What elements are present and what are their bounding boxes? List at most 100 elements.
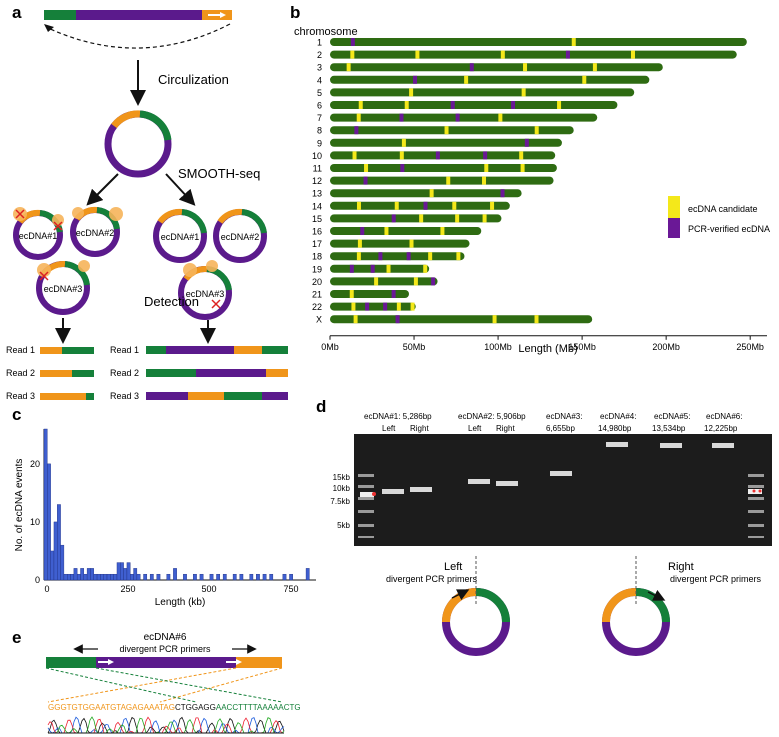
sequence-text: GGGTGTGGAATGTAGAGAAATAGCTGGAGGAACCTTTTAA… [48,703,301,712]
chromosome-label: 22 [312,302,322,312]
chromosome-bar [330,38,747,46]
panel-e: e ecDNA#6 divergent PCR primers GGGTGTGG… [12,628,301,734]
b-tick-label: 200Mb [652,342,680,352]
panel-e-subtitle: divergent PCR primers [119,644,211,654]
histogram-bar [130,573,134,581]
ecdna-marker [346,63,351,72]
ecdna-marker [450,101,455,109]
ecdna-marker [349,290,354,298]
left-primer-text: divergent PCR primers [386,574,478,584]
ecdna-marker [415,50,420,59]
ecdna-marker [374,277,379,286]
read-right-2-label: Read 2 [110,368,139,378]
lane2-left: Left [468,424,482,433]
ecdna-marker [350,38,355,46]
seq-black: CTGGAGG [175,703,216,712]
ecdna-marker [455,113,460,122]
ecdna-marker [630,50,635,59]
ecdna-marker [401,138,406,147]
histogram-bar [96,573,101,581]
step-smooth-seq: SMOOTH-seq [178,166,260,181]
ecdna-marker [469,63,474,72]
chromosome-bar [330,277,438,286]
chromosome-label: 8 [317,126,322,136]
chromatogram-trace [47,716,285,734]
ecdna-marker [352,151,357,160]
lane1-left: Left [382,424,396,433]
ecdna-marker [500,50,505,59]
ecdna-marker [370,264,375,273]
histogram-bar [113,573,118,581]
lane4-size: 14,980bp [598,424,632,433]
chromosome-label: 6 [317,101,322,111]
ecdna-marker [571,38,576,46]
ecdna-marker [406,252,411,261]
e-bar-orange [236,657,282,668]
lane1-right: Right [410,424,429,433]
histogram-bar [136,573,141,581]
ecdna-marker [521,88,526,97]
step-circulization: Circulization [158,72,229,87]
histogram-bar [60,544,65,581]
chromosome-label: 1 [317,38,322,48]
c-xtick-250: 250 [120,584,135,594]
ecdna-marker [429,189,434,198]
c-xtick-750: 750 [283,584,298,594]
chromosome-label: 19 [312,264,322,274]
right-ecdna1-label: ecDNA#1 [161,232,200,242]
ecdna-marker [483,151,488,160]
chromosome-bar [330,239,470,248]
read-right-3-label: Read 3 [110,391,139,401]
chromosome-bar [330,252,465,261]
c-xtick-0: 0 [44,584,49,594]
panel-a-letter: a [12,3,22,22]
panel-d-letter: d [316,397,326,416]
chromosome-label: 7 [317,113,322,123]
panel-c-ylabel: No. of ecDNA events [14,459,25,552]
ecdna-marker [358,101,363,109]
read-left-2-label: Read 2 [6,368,35,378]
ecdna-marker [384,227,389,235]
b-tick-label: 150Mb [568,342,596,352]
histogram-bar [63,573,68,581]
chromosome-bar [330,75,650,84]
ladder-5kb-visible: 5kb [337,521,350,530]
left-ecdna2-label: ecDNA#2 [76,228,115,238]
histogram-bar [209,573,214,581]
b-tick-label: 100Mb [484,342,512,352]
lane4-title: ecDNA#4: [600,412,636,421]
ecdna-marker [484,164,489,172]
ecdna-marker [557,101,562,109]
c-ytick-20: 20 [30,459,40,469]
ecdna-marker [409,88,414,97]
chromosome-label: 17 [312,239,322,249]
panel-e-letter: e [12,628,21,647]
ecdna-marker [399,151,404,160]
chromosome-label: 16 [312,227,322,237]
histogram-bar [126,562,131,581]
chromosome-label: 14 [312,201,322,211]
ecdna-marker [365,302,370,311]
e-bar-green [46,657,96,668]
lane6-size: 12,225bp [704,424,738,433]
histogram-bar [199,573,204,581]
right-ecdna2-label: ecDNA#2 [221,232,260,242]
panel-d: d ecDNA#1: 5,286bp Left Right ecDNA#2: 5… [316,397,772,656]
ecdna-marker [519,151,524,160]
lane1-title: ecDNA#1: 5,286bp [364,412,432,421]
histogram-bar [222,573,227,581]
ecdna-marker [490,201,495,210]
read-right-1-label: Read 1 [110,345,139,355]
ecdna-marker [500,189,505,198]
gel-bands [358,442,764,538]
ecdna-marker [394,201,399,210]
ecdna-marker [413,277,418,286]
lane3-size: 6,655bp [546,424,575,433]
ecdna-marker [349,264,354,273]
chromosome-bar [330,63,663,72]
right-primer-text: divergent PCR primers [670,574,762,584]
ecdna-marker [353,315,358,324]
ecdna-marker [582,75,587,84]
lane2-title: ecDNA#2: 5,906bp [458,412,526,421]
